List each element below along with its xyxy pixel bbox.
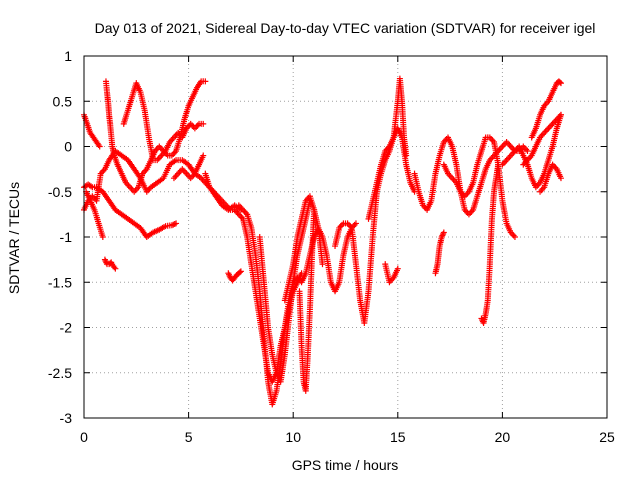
series-arc-m bbox=[296, 206, 318, 394]
series-trace bbox=[282, 194, 326, 302]
series-arc-q bbox=[382, 261, 401, 286]
series-trace bbox=[121, 82, 205, 164]
series-arc-p bbox=[365, 75, 410, 222]
data-marks bbox=[81, 75, 564, 408]
data-point bbox=[112, 265, 119, 272]
y-tick-label: 1 bbox=[64, 48, 72, 64]
y-tick-label: -2.5 bbox=[48, 365, 72, 381]
series-arc-v bbox=[499, 111, 564, 191]
chart-title: Day 013 of 2021, Sidereal Day-to-day VTE… bbox=[95, 20, 596, 36]
x-tick-label: 0 bbox=[80, 429, 88, 445]
y-tick-label: -3 bbox=[60, 410, 73, 426]
series-arc-g bbox=[170, 152, 207, 182]
series-trace bbox=[412, 136, 530, 216]
x-tick-label: 5 bbox=[185, 429, 193, 445]
data-point bbox=[465, 211, 472, 218]
series-trace bbox=[81, 113, 102, 148]
series-arc-a bbox=[81, 148, 244, 213]
series-arc-y bbox=[537, 161, 564, 195]
series-trace bbox=[366, 77, 409, 220]
series-trace bbox=[500, 113, 564, 189]
y-tick-label: 0 bbox=[64, 139, 72, 155]
y-axis-label: SDTVAR / TECUs bbox=[6, 182, 22, 294]
x-tick-labels: 0 5 10 15 20 25 bbox=[80, 429, 615, 445]
series-trace bbox=[521, 113, 563, 167]
series-trace bbox=[226, 269, 243, 283]
x-tick-label: 25 bbox=[599, 429, 615, 445]
series-trace bbox=[529, 79, 563, 139]
x-tick-label: 10 bbox=[285, 429, 301, 445]
series-trace bbox=[382, 263, 400, 284]
data-point bbox=[179, 166, 186, 173]
series-trace bbox=[81, 149, 243, 212]
y-tick-label: -2 bbox=[60, 320, 73, 336]
x-tick-label: 20 bbox=[495, 429, 511, 445]
series-arc-c bbox=[81, 111, 103, 150]
series-trace bbox=[102, 258, 118, 271]
series-trace bbox=[172, 154, 206, 180]
series-arc-f bbox=[120, 80, 207, 164]
plot-frame bbox=[83, 55, 608, 419]
series-arc-h bbox=[101, 256, 119, 272]
y-tick-label: -1 bbox=[60, 229, 73, 245]
y-tick-label: 0.5 bbox=[53, 93, 73, 109]
series-trace bbox=[441, 134, 517, 239]
data-point bbox=[557, 80, 564, 87]
series-arc-e bbox=[102, 78, 209, 195]
series-trace bbox=[538, 163, 564, 194]
series-arc-b bbox=[81, 181, 180, 240]
y-tick-label: -0.5 bbox=[48, 184, 72, 200]
series-arc-r bbox=[411, 134, 531, 218]
series-arc-w bbox=[528, 78, 564, 141]
series-trace bbox=[83, 190, 106, 239]
series-trace bbox=[296, 209, 317, 392]
series-arc-x bbox=[520, 111, 564, 168]
data-point bbox=[237, 268, 244, 275]
series-arc-s bbox=[432, 229, 447, 277]
series-trace bbox=[103, 78, 207, 194]
y-tick-label: -1.5 bbox=[48, 274, 72, 290]
series-trace bbox=[332, 127, 417, 324]
x-tick-label: 15 bbox=[390, 429, 406, 445]
series-arc-j bbox=[225, 268, 244, 284]
series-arc-u bbox=[478, 161, 502, 326]
data-point bbox=[170, 175, 177, 182]
data-point bbox=[352, 220, 359, 227]
x-axis-label: GPS time / hours bbox=[292, 457, 399, 473]
series-trace bbox=[256, 199, 313, 383]
y-tick-labels: 1 0.5 0 -0.5 -1 -1.5 -2 -2.5 -3 bbox=[48, 48, 72, 426]
series-arc-n bbox=[281, 193, 326, 304]
series-trace bbox=[479, 163, 501, 325]
series-trace bbox=[82, 182, 178, 239]
series-trace bbox=[432, 231, 447, 275]
